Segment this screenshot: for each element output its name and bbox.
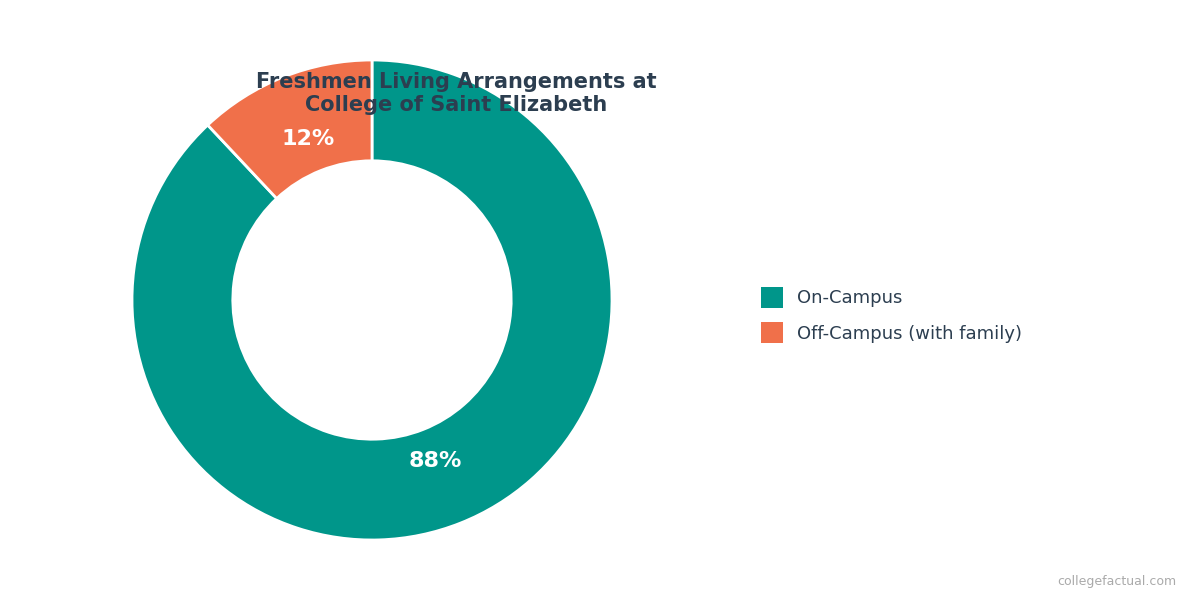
Text: 88%: 88%: [409, 451, 462, 470]
Wedge shape: [132, 60, 612, 540]
Wedge shape: [208, 60, 372, 199]
Text: collegefactual.com: collegefactual.com: [1057, 575, 1176, 588]
Text: Freshmen Living Arrangements at
College of Saint Elizabeth: Freshmen Living Arrangements at College …: [256, 72, 656, 115]
Text: 12%: 12%: [282, 130, 335, 149]
Legend: On-Campus, Off-Campus (with family): On-Campus, Off-Campus (with family): [752, 278, 1031, 352]
